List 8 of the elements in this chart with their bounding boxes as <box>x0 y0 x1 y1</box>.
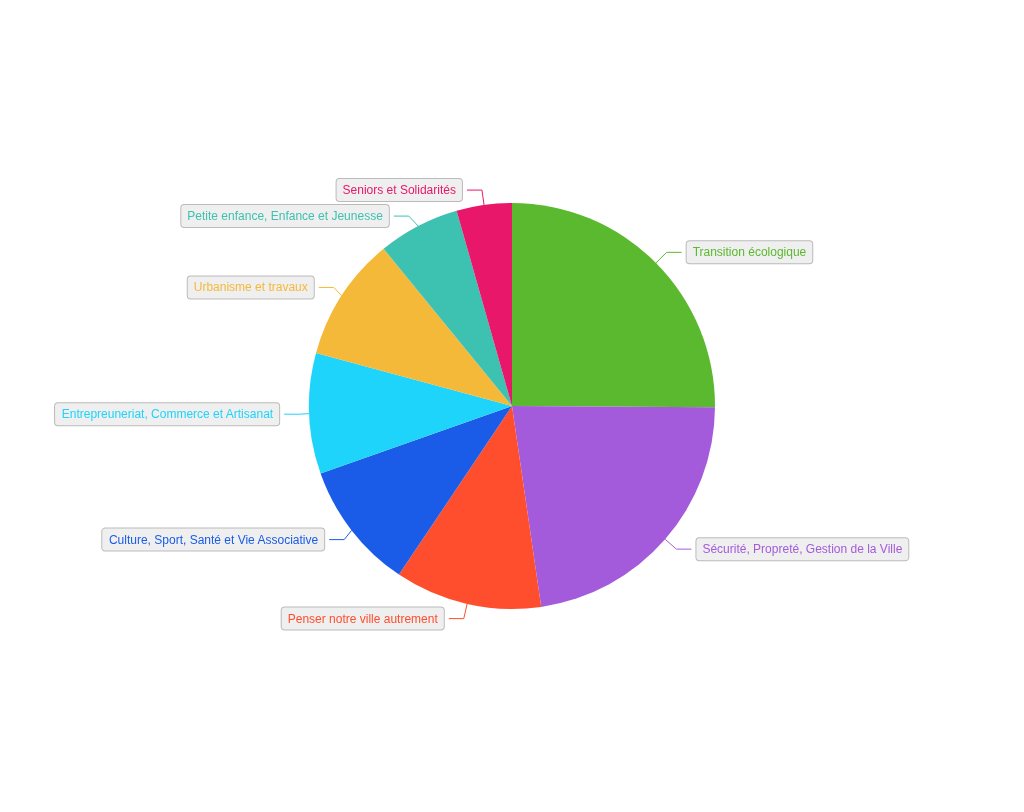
slice-label: Transition écologique <box>692 245 807 260</box>
slice-label: Seniors et Solidarités <box>342 183 456 198</box>
slice-label: Entrepreuneriat, Commerce et Artisanat <box>61 407 274 422</box>
slice-label: Penser notre ville autrement <box>287 611 439 626</box>
slice-label: Petite enfance, Enfance et Jeunesse <box>187 209 384 224</box>
slice-label: Sécurité, Propreté, Gestion de la Ville <box>702 542 903 557</box>
slice-label: Culture, Sport, Santé et Vie Associative <box>108 532 319 547</box>
slice-label: Urbanisme et travaux <box>193 280 308 295</box>
